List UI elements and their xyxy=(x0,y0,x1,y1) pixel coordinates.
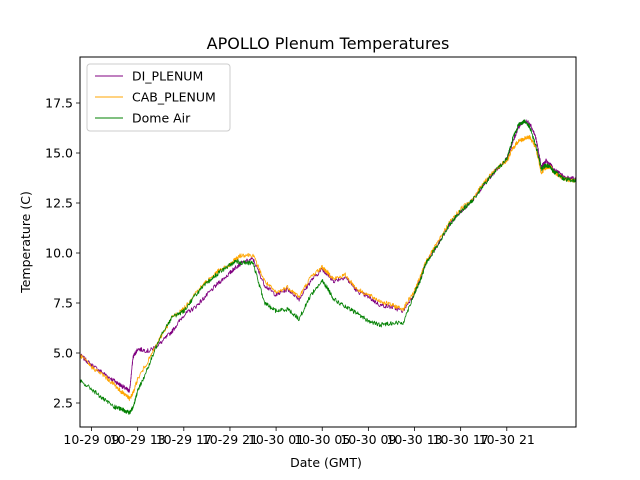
x-axis-label: Date (GMT) xyxy=(290,455,362,470)
plot-frame xyxy=(79,56,577,428)
legend-box xyxy=(86,63,231,132)
x-tick-label: 10-30 21 xyxy=(479,432,535,447)
x-tick-label: 10-30 09 xyxy=(340,432,396,447)
x-tick-label: 10-30 13 xyxy=(386,432,442,447)
x-tick-label: 10-30 01 xyxy=(248,432,304,447)
y-tick-label: 7.5 xyxy=(53,296,73,311)
y-tick-label: 5.0 xyxy=(53,346,73,361)
y-tick-label: 12.5 xyxy=(45,196,73,211)
chart-title: APOLLO Plenum Temperatures xyxy=(207,34,450,53)
y-tick-label: 17.5 xyxy=(45,96,73,111)
x-tick-label: 10-29 17 xyxy=(156,432,212,447)
x-tick-label: 10-29 09 xyxy=(63,432,119,447)
x-tick-label: 10-29 21 xyxy=(202,432,258,447)
legend-label-di-plenum: DI_PLENUM xyxy=(132,69,203,84)
x-tick-label: 10-30 05 xyxy=(294,432,350,447)
legend-label-dome-air: Dome Air xyxy=(132,111,191,126)
legend-label-cab-plenum: CAB_PLENUM xyxy=(132,90,216,105)
y-tick-label: 10.0 xyxy=(45,246,73,261)
y-axis-ticks: 2.5 5.0 7.5 10.0 12.5 15.0 17.5 xyxy=(45,96,80,411)
y-tick-label: 2.5 xyxy=(53,396,73,411)
series-line-dome-air xyxy=(80,119,576,415)
x-tick-label: 10-29 13 xyxy=(110,432,166,447)
y-axis-label: Temperature (C) xyxy=(18,191,33,294)
legend: DI_PLENUM CAB_PLENUM Dome Air xyxy=(86,63,231,132)
y-tick-label: 15.0 xyxy=(45,146,73,161)
series-layer xyxy=(80,119,576,415)
series-line-cab-plenum xyxy=(80,134,576,402)
x-tick-label: 10-30 17 xyxy=(433,432,489,447)
